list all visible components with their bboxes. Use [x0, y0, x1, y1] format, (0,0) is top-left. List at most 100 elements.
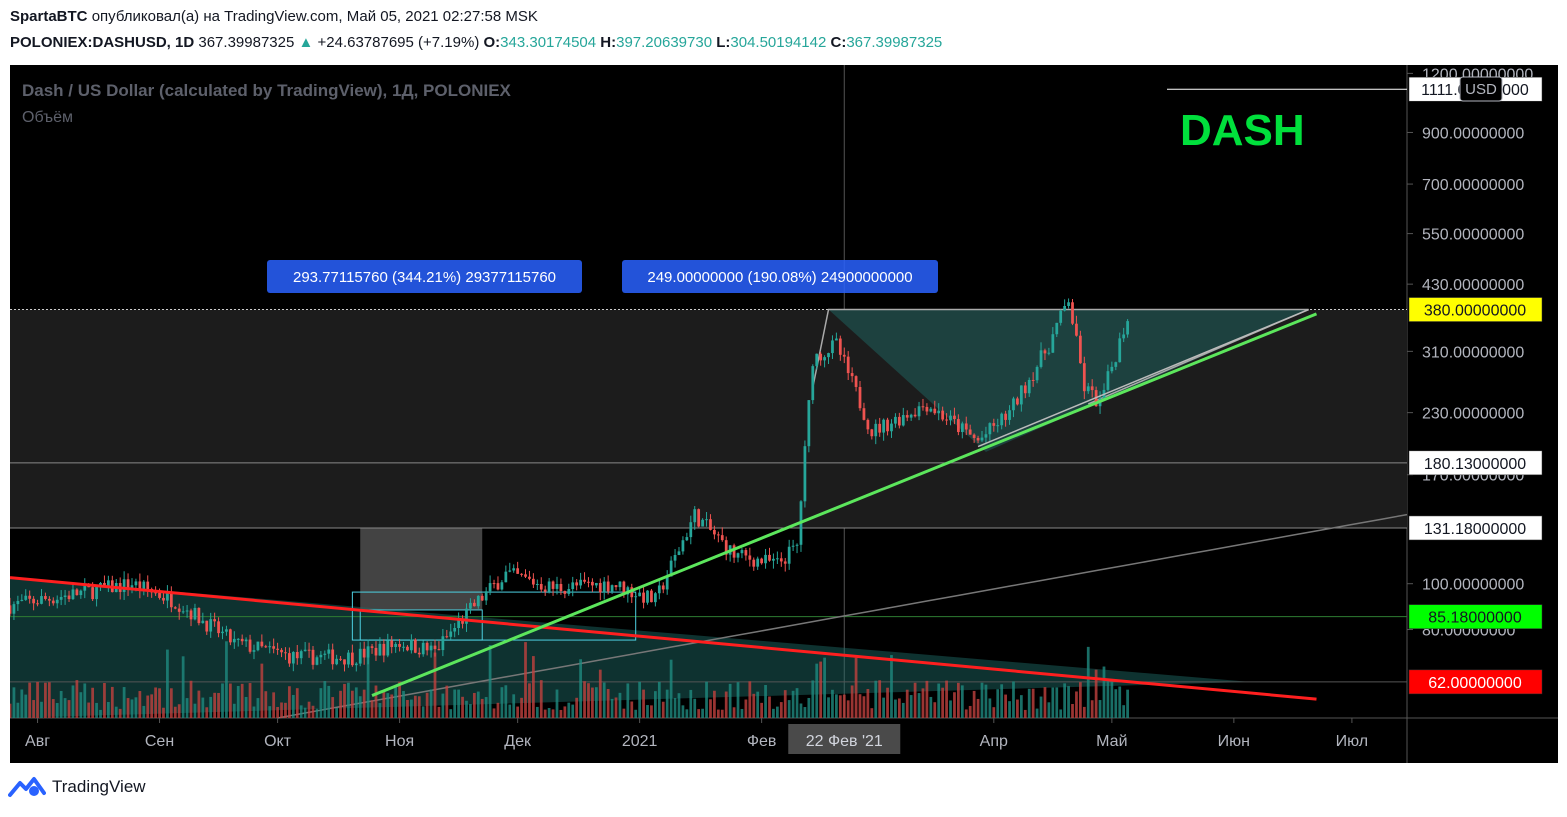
volume-bar	[535, 706, 539, 718]
volume-bar	[299, 705, 303, 718]
candle-body	[823, 357, 826, 361]
candle-body	[984, 434, 988, 438]
volume-bar	[992, 707, 996, 718]
volume-bar	[665, 689, 669, 718]
volume-bar	[260, 663, 264, 718]
volume-bar	[897, 698, 901, 718]
author-name[interactable]: SpartaBTC	[10, 8, 88, 25]
x-tick-label: Апр	[980, 733, 1008, 750]
volume-bar	[516, 706, 520, 718]
volume-bar	[457, 689, 460, 718]
volume-bar	[984, 684, 988, 718]
volume-bar	[268, 706, 272, 718]
tradingview-brand[interactable]: TradingView	[52, 777, 146, 796]
candle-body	[130, 585, 134, 589]
candle-body	[362, 648, 366, 658]
volume-bar	[968, 705, 972, 718]
volume-bar	[634, 709, 638, 718]
volume-bar	[539, 680, 543, 718]
candle-body	[457, 620, 460, 629]
candle-body	[12, 604, 16, 614]
candle-body	[606, 581, 610, 592]
volume-bar	[244, 696, 248, 718]
volume-bar	[248, 683, 252, 718]
volume-bar	[1012, 681, 1015, 718]
candle-body	[142, 581, 146, 590]
tradingview-logo-icon[interactable]	[8, 776, 46, 798]
volume-bar	[917, 693, 921, 718]
candle-body	[177, 608, 181, 612]
candle-body	[945, 419, 948, 421]
candle-body	[331, 649, 335, 665]
volume-bar	[386, 693, 390, 718]
candle-body	[378, 643, 382, 656]
candle-body	[492, 583, 496, 585]
volume-bar	[740, 708, 744, 718]
currency-badge	[1459, 76, 1503, 102]
volume-bar	[960, 685, 964, 718]
volume-bar	[288, 686, 291, 718]
volume-bar	[1106, 681, 1110, 718]
volume-bar	[59, 690, 63, 718]
candle-body	[709, 519, 712, 530]
candle-body	[256, 641, 260, 651]
candle-body	[59, 597, 63, 600]
volume-bar	[878, 680, 882, 718]
candle-body	[402, 646, 405, 648]
volume-bar	[1122, 705, 1126, 718]
volume-bar	[295, 688, 299, 718]
candle-body	[370, 646, 374, 648]
candle-body	[831, 340, 834, 354]
volume-bar	[476, 691, 480, 718]
volume-bar	[591, 687, 594, 718]
candle-body	[465, 608, 468, 624]
candle-body	[406, 646, 409, 651]
volume-bar	[236, 685, 240, 718]
candle-body	[449, 631, 453, 637]
candle-body	[280, 649, 283, 653]
candle-body	[713, 529, 716, 535]
candle-body	[1059, 310, 1063, 323]
candle-body	[673, 555, 677, 561]
candle-body	[126, 579, 130, 589]
candle-body	[567, 589, 571, 594]
volume-bar	[524, 642, 527, 718]
candle-body	[949, 415, 952, 421]
candle-body	[756, 558, 760, 567]
candle-body	[291, 652, 295, 664]
candle-body	[472, 602, 476, 607]
volume-bar	[40, 701, 43, 718]
candles	[10, 298, 1129, 672]
volume-bar	[996, 689, 1000, 718]
candle-body	[972, 434, 976, 438]
candle-body	[461, 620, 464, 624]
volume-bar	[555, 689, 559, 718]
candle-body	[968, 429, 972, 435]
x-tick-label: Июн	[1218, 733, 1250, 750]
volume-bar	[12, 687, 16, 718]
x-tick-label: Ноя	[385, 733, 414, 750]
volume-bar	[71, 685, 75, 718]
volume-bar	[937, 683, 941, 718]
volume-bar	[185, 698, 189, 718]
volume-bar	[1055, 687, 1059, 718]
volume-bar	[594, 687, 598, 718]
candle-body	[425, 642, 429, 651]
volume-bar	[421, 706, 425, 718]
volume-bar	[736, 682, 740, 718]
candle-body	[319, 654, 323, 658]
volume-bar	[1094, 669, 1098, 718]
volume-bar	[417, 696, 421, 718]
volume-bar	[20, 689, 24, 718]
candle-body	[476, 595, 480, 607]
candle-body	[158, 592, 161, 598]
volume-bar	[854, 657, 858, 718]
volume-bar	[764, 684, 767, 718]
price-chart[interactable]: Dash / US Dollar (calculated by TradingV…	[10, 65, 1558, 763]
price-axis	[1407, 65, 1558, 763]
candle-body	[366, 646, 370, 658]
candle-body	[500, 582, 504, 590]
volume-bar	[158, 688, 161, 718]
candle-body	[689, 522, 693, 538]
candle-body	[205, 620, 209, 632]
